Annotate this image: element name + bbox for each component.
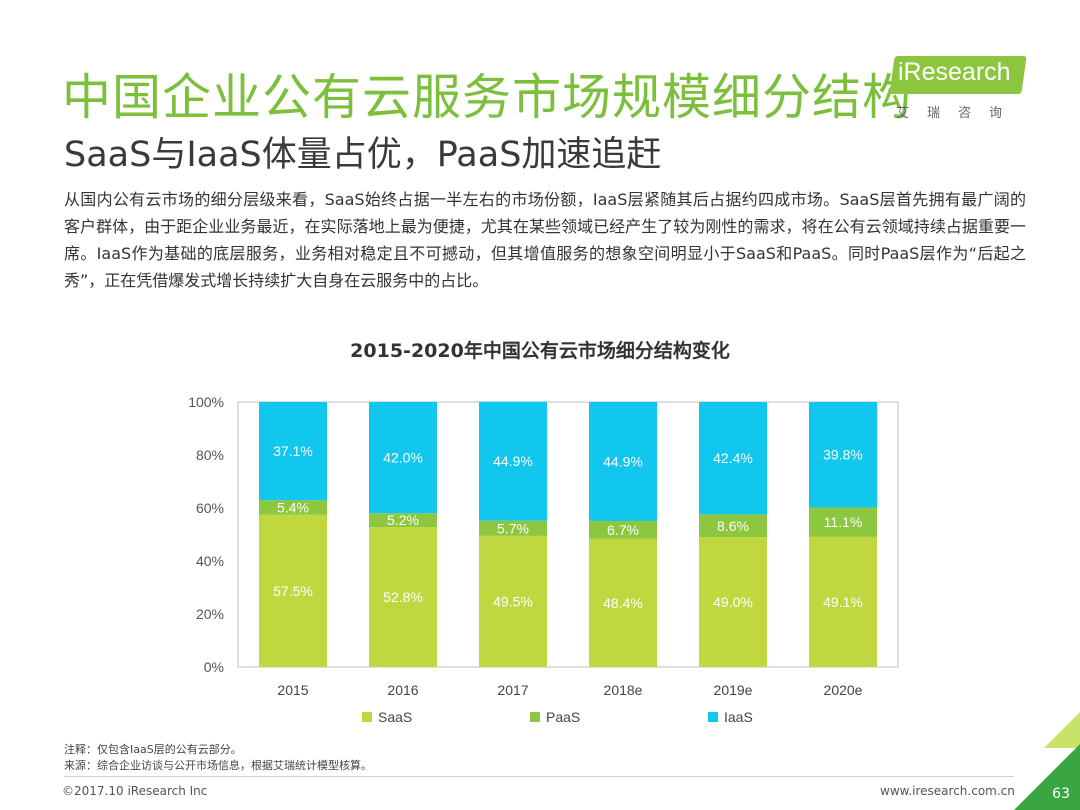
data-label-iaas: 37.1% (273, 443, 313, 459)
legend-swatch-saas (362, 712, 372, 722)
data-label-paas: 5.7% (497, 520, 529, 536)
data-label-paas: 6.7% (607, 522, 639, 538)
bar-saas-2018e (589, 538, 657, 667)
chart-title: 2015-2020年中国公有云市场细分结构变化 (350, 340, 730, 362)
x-tick-label: 2020e (824, 682, 863, 698)
bar-saas-2019e (699, 537, 767, 667)
bar-saas-2015 (259, 514, 327, 667)
bar-iaas-2019e (699, 402, 767, 515)
data-label-iaas: 42.0% (383, 450, 423, 466)
bar-iaas-2018e (589, 402, 657, 521)
bar-paas-2019e (699, 514, 767, 538)
x-tick-label: 2015 (277, 682, 308, 698)
bar-saas-2016 (369, 527, 437, 667)
stacked-bar-chart: 0% 20% 40% 60% 80% 100% 57.5% 5.4% 37.1% 2015 52.8… (188, 394, 899, 725)
y-tick-label: 80% (196, 447, 224, 463)
data-label-saas: 48.4% (603, 595, 643, 611)
legend-swatch-paas (530, 712, 540, 722)
bar-iaas-2017 (479, 401, 547, 521)
bar-paas-2017 (479, 520, 547, 536)
data-label-paas: 8.6% (717, 518, 749, 534)
data-label-saas: 52.8% (383, 589, 423, 605)
bar-paas-2018e (589, 520, 657, 539)
y-tick-label: 100% (188, 394, 224, 410)
data-label-paas: 11.1% (824, 514, 863, 530)
plot-area (237, 401, 899, 668)
footer-copyright: ©2017.10 iResearch Inc (62, 784, 208, 798)
chart-notes: 注释：仅包含IaaS层的公有云部分。 来源：综合企业访谈与公开市场信息，根据艾瑞… (64, 742, 372, 774)
iresearch-logo: iResearch 艾瑞咨询 (889, 56, 1032, 126)
bar-iaas-2016 (369, 402, 437, 514)
x-tick-label: 2016 (387, 682, 418, 698)
page-title: 中国企业公有云服务市场规模细分结构 (62, 69, 913, 126)
data-label-iaas: 44.9% (493, 453, 533, 469)
legend-label-iaas: IaaS (724, 709, 753, 725)
legend-label-paas: PaaS (546, 709, 580, 725)
data-label-paas: 5.2% (387, 512, 419, 528)
data-label-paas: 5.4% (277, 499, 309, 515)
data-label-saas: 49.0% (713, 594, 753, 610)
corner-accent (1014, 744, 1080, 810)
data-label-iaas: 42.4% (713, 450, 753, 466)
logo-text: iResearch (898, 58, 1011, 86)
legend-label-saas: SaaS (378, 709, 412, 725)
data-label-saas: 49.5% (493, 593, 533, 609)
bar-paas-2015 (259, 500, 327, 515)
x-tick-label: 2017 (497, 682, 528, 698)
note-text: 注释：仅包含IaaS层的公有云部分。 (64, 743, 242, 756)
y-tick-label: 20% (196, 606, 224, 622)
legend-swatch-iaas (708, 712, 718, 722)
footer-divider (64, 776, 1014, 777)
data-label-iaas: 44.9% (603, 453, 643, 469)
bar-saas-2017 (479, 535, 547, 667)
corner-accent-light (1044, 712, 1080, 748)
bar-paas-2020e (809, 507, 877, 537)
logo-cn-text: 艾瑞咨询 (896, 106, 1021, 121)
bar-iaas-2015 (259, 402, 327, 501)
source-text: 来源：综合企业访谈与公开市场信息，根据艾瑞统计模型核算。 (64, 759, 372, 772)
data-label-saas: 57.5% (273, 583, 313, 599)
y-tick-label: 0% (204, 659, 224, 675)
page-number: 63 (1052, 786, 1070, 802)
bar-paas-2016 (369, 513, 437, 528)
y-tick-label: 60% (196, 500, 224, 516)
x-tick-label: 2018e (604, 682, 643, 698)
data-label-saas: 49.1% (823, 594, 863, 610)
summary-paragraph: 从国内公有云市场的细分层级来看，SaaS始终占据一半左右的市场份额，IaaS层紧… (64, 190, 1026, 290)
bar-iaas-2020e (809, 402, 877, 508)
footer-url[interactable]: www.iresearch.com.cn (880, 784, 1015, 798)
y-tick-label: 40% (196, 553, 224, 569)
x-tick-label: 2019e (714, 682, 753, 698)
page-subtitle: SaaS与IaaS体量占优，PaaS加速追赶 (64, 135, 662, 175)
bar-saas-2020e (809, 536, 877, 667)
data-label-iaas: 39.8% (823, 447, 863, 463)
